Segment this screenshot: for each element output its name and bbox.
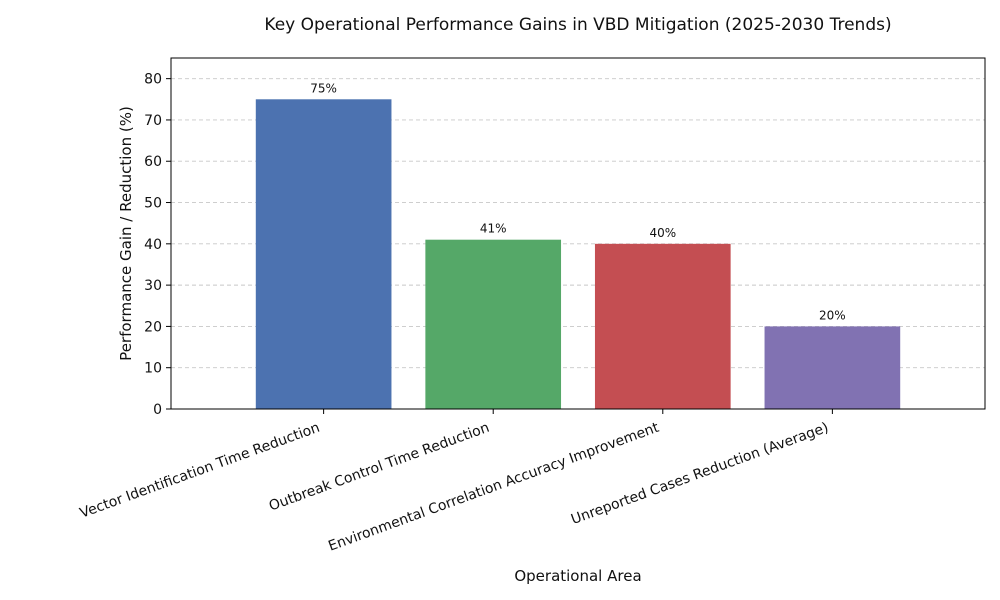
y-tick-label: 20 (144, 319, 162, 335)
bar (765, 326, 901, 409)
bar-chart: Key Operational Performance Gains in VBD… (0, 0, 1000, 600)
y-tick-label: 80 (144, 72, 162, 88)
bar (256, 99, 392, 409)
x-axis-label: Operational Area (514, 567, 641, 585)
bar-value-label: 75% (310, 81, 337, 95)
y-axis-ticks: 0 10 20 30 40 50 60 70 80 (144, 72, 171, 418)
y-axis-label: Performance Gain / Reduction (%) (117, 106, 135, 361)
bar-value-label: 40% (649, 226, 676, 240)
bars (256, 99, 900, 409)
x-tick-label: Environmental Correlation Accuracy Impro… (326, 420, 661, 555)
y-tick-label: 30 (144, 278, 162, 294)
y-tick-label: 0 (153, 402, 162, 418)
x-axis-ticks: Vector Identification Time ReductionOutb… (78, 409, 833, 555)
y-tick-label: 50 (144, 196, 162, 212)
bar-value-label: 20% (819, 308, 846, 322)
y-tick-label: 10 (144, 361, 162, 377)
bar-value-label: 41% (480, 222, 507, 236)
y-tick-label: 70 (144, 113, 162, 129)
bar (595, 244, 731, 409)
y-tick-label: 40 (144, 237, 162, 253)
bar (425, 240, 561, 409)
chart-title: Key Operational Performance Gains in VBD… (264, 15, 891, 35)
y-tick-label: 60 (144, 154, 162, 170)
chart-page: Key Operational Performance Gains in VBD… (0, 0, 1000, 600)
